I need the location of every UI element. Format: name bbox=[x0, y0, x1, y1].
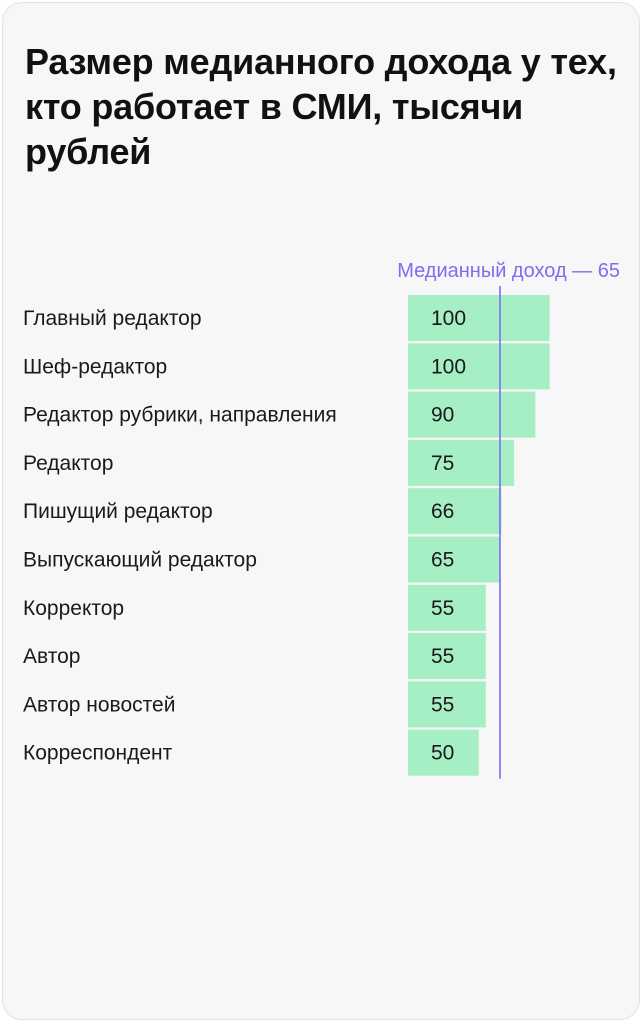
category-label-0: Главный редактор bbox=[23, 307, 202, 330]
category-label-3: Редактор bbox=[23, 452, 113, 475]
bar-4 bbox=[408, 488, 502, 535]
category-label-4: Пишущий редактор bbox=[23, 500, 213, 523]
category-label-5: Выпускающий редактор bbox=[23, 549, 257, 572]
category-label-8: Автор новостей bbox=[23, 693, 175, 716]
value-label-1: 100 bbox=[431, 355, 466, 378]
bar-chart: Главный редактор 100 Шеф-редактор 100 Редакт… bbox=[23, 260, 620, 779]
category-label-2: Редактор рубрики, направления bbox=[23, 404, 337, 427]
value-label-8: 55 bbox=[431, 693, 454, 716]
value-label-4: 66 bbox=[431, 500, 454, 523]
bar-2 bbox=[408, 391, 536, 438]
value-label-9: 50 bbox=[431, 742, 454, 765]
bar-6 bbox=[408, 584, 486, 631]
value-label-0: 100 bbox=[431, 307, 466, 330]
value-label-7: 55 bbox=[431, 645, 454, 668]
median-label: Медианный доход — 65 bbox=[397, 260, 620, 282]
category-label-9: Корреспондент bbox=[23, 742, 173, 765]
chart-title: Размер медианного дохода у тех, кто рабо… bbox=[25, 41, 617, 172]
bar-1 bbox=[408, 343, 550, 390]
category-label-7: Автор bbox=[23, 645, 80, 668]
category-label-6: Корректор bbox=[23, 597, 124, 620]
bar-8 bbox=[408, 681, 486, 728]
bar-9 bbox=[408, 729, 479, 776]
value-label-5: 65 bbox=[431, 549, 454, 572]
category-label-1: Шеф-редактор bbox=[23, 355, 167, 378]
bar-0 bbox=[408, 295, 550, 341]
value-label-3: 75 bbox=[431, 452, 454, 475]
bar-7 bbox=[408, 633, 486, 680]
bar-5 bbox=[408, 536, 500, 583]
value-label-2: 90 bbox=[431, 404, 454, 427]
value-label-6: 55 bbox=[431, 597, 454, 620]
bar-3 bbox=[408, 439, 515, 486]
